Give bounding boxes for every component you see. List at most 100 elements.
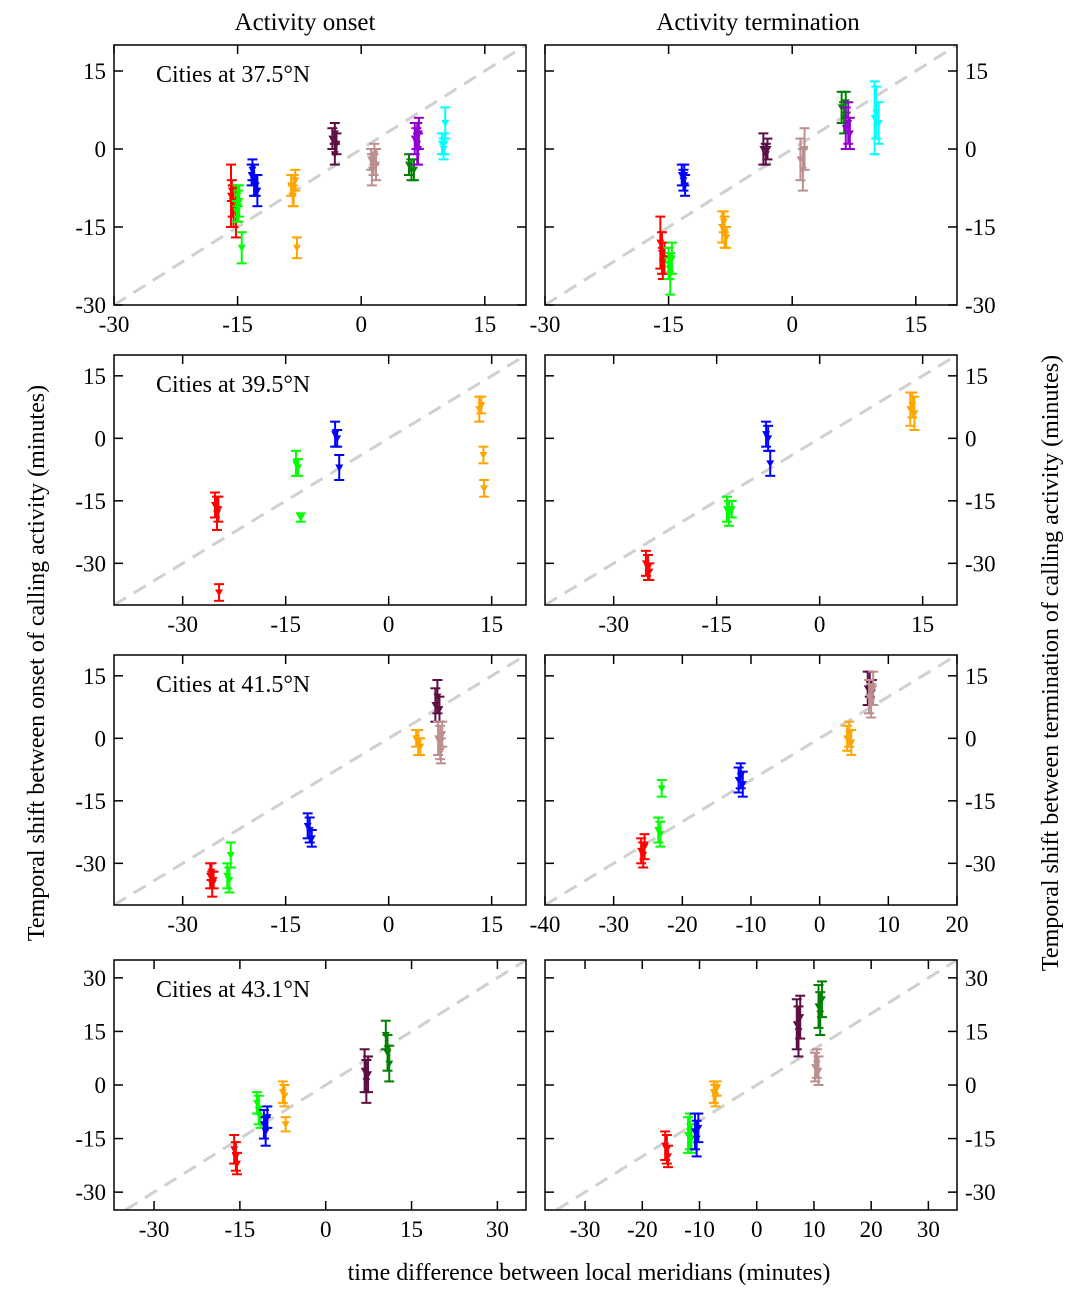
x-tick-label: -30	[167, 912, 198, 937]
diagonal-line	[545, 45, 957, 305]
series-orange	[842, 720, 857, 756]
data-point	[718, 210, 729, 234]
y-tick-label: -15	[965, 215, 996, 240]
marker	[680, 172, 689, 179]
x-tick-label: -30	[167, 612, 198, 637]
x-tick-label: 15	[911, 612, 934, 637]
series-rosy	[366, 142, 382, 187]
marker	[364, 1071, 373, 1079]
plot-area	[545, 355, 957, 605]
y-tick-label: -30	[75, 1180, 106, 1205]
plot-area	[124, 960, 526, 1210]
series-dkgreen	[380, 1019, 395, 1083]
panel-5: -30 -15 0 15 -30 -15 0 15 Cities at 41.5°N	[75, 654, 527, 937]
marker	[214, 506, 223, 514]
marker	[664, 1153, 673, 1161]
data-point	[909, 395, 920, 431]
marker	[640, 843, 649, 851]
series-orange	[708, 1080, 722, 1108]
series-blue	[330, 420, 345, 481]
series-violet	[840, 101, 855, 150]
y-tick-label: 0	[95, 726, 107, 751]
marker	[226, 852, 235, 859]
y-tick-label: 30	[83, 966, 106, 991]
series-red	[636, 833, 650, 869]
diagonal-line	[114, 355, 526, 605]
x-tick-label: -30	[530, 312, 561, 337]
x-tick-label: -10	[684, 1217, 715, 1242]
data-point	[290, 168, 301, 192]
marker	[712, 1085, 721, 1093]
series-cyan	[869, 80, 884, 156]
x-tick-label: 30	[486, 1217, 509, 1242]
column-title-termination: Activity termination	[656, 9, 860, 36]
data-point	[384, 1044, 395, 1083]
x-tick-label: -30	[570, 1217, 601, 1242]
plot-area	[545, 45, 957, 305]
series-dkgreen	[813, 980, 827, 1036]
data-point	[329, 142, 340, 166]
marker	[435, 706, 444, 714]
marker	[385, 1060, 394, 1068]
marker	[231, 1153, 240, 1161]
marker	[847, 739, 856, 747]
y-tick-label: 15	[965, 664, 988, 689]
series-blue	[676, 163, 691, 197]
marker	[874, 120, 883, 127]
data-point	[664, 257, 675, 280]
x-tick-label: 30	[917, 1217, 940, 1242]
data-point	[334, 454, 345, 481]
marker	[665, 265, 674, 273]
data-point	[363, 1055, 374, 1094]
x-tick-label: -30	[139, 1217, 170, 1242]
marker	[687, 1135, 696, 1143]
panel-8: -30 -20 -10 0 10 20 30 -30 -15 0 15 30	[544, 959, 996, 1242]
x-tick-label: 10	[802, 1217, 825, 1242]
data-point	[287, 184, 298, 208]
marker	[367, 166, 376, 174]
x-tick-label: -15	[270, 912, 301, 937]
x-tick-label: 15	[480, 612, 503, 637]
y-tick-label: -15	[75, 489, 106, 514]
marker	[253, 187, 262, 195]
panel-3: -30 -15 0 15 -30 -15 0 15 Cities at 39.5°N	[75, 354, 527, 637]
marker	[694, 1124, 703, 1132]
panel-1: -30 -15 0 15 -30 -15 0 15 Cities at 37.5°N	[75, 44, 527, 337]
marker	[657, 785, 666, 793]
marker	[727, 506, 736, 514]
x-tick-label: 0	[814, 912, 826, 937]
data-point	[726, 499, 737, 519]
series-red	[205, 862, 219, 898]
column-title-onset: Activity onset	[235, 9, 376, 36]
data-point	[711, 1080, 722, 1097]
data-point	[212, 495, 222, 531]
marker	[237, 244, 246, 252]
data-point	[762, 137, 773, 161]
series-orange	[286, 168, 302, 260]
panel-7: -30 -15 0 15 30 -30 -15 0 15 30 Cities at 43.1°N	[75, 959, 527, 1242]
marker	[440, 140, 449, 148]
y-tick-label: -15	[75, 789, 106, 814]
marker	[656, 831, 665, 839]
plot-area	[114, 45, 526, 305]
marker	[292, 244, 301, 252]
marker	[280, 1092, 289, 1100]
x-tick-label: -30	[598, 912, 629, 937]
x-tick-label: -10	[736, 912, 767, 937]
marker	[333, 435, 342, 443]
y-tick-label: -30	[75, 293, 106, 318]
marker	[263, 1114, 272, 1122]
data-point	[247, 158, 258, 182]
y-tick-label: 0	[95, 137, 107, 162]
panel-frame	[113, 654, 527, 906]
marker	[794, 1028, 803, 1036]
series-green	[231, 184, 247, 265]
data-point	[290, 449, 301, 477]
y-tick-label: -30	[75, 851, 106, 876]
y-tick-label: 15	[83, 59, 106, 84]
series-blue	[302, 812, 317, 848]
marker	[869, 685, 878, 693]
x-tick-label: 10	[877, 912, 900, 937]
marker	[215, 589, 224, 597]
data-point	[679, 163, 690, 187]
